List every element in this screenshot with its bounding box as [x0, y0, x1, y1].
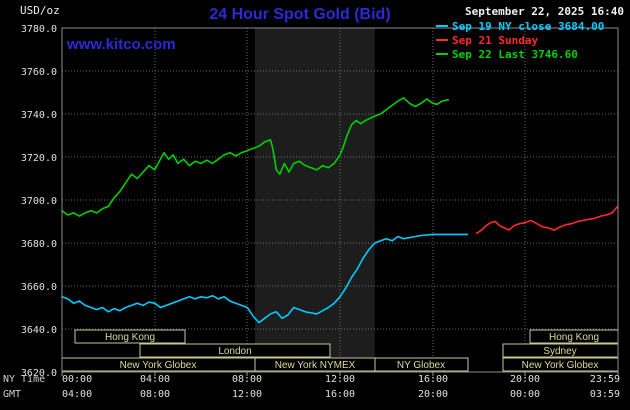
session-london: London: [139, 343, 331, 358]
series-sep19-line: [61, 233, 469, 324]
session-hong-kong-late: Hong Kong: [529, 329, 619, 344]
x-axis-ticks: [61, 372, 619, 376]
x-axis-label: 00:00: [62, 374, 92, 385]
x-axis-label: 20:00: [418, 389, 448, 400]
y-axis-label: 3700.0: [21, 196, 57, 207]
y-axis-label: 3620.0: [21, 368, 57, 379]
session-sydney: Sydney: [502, 343, 619, 358]
session-label: New York Globex: [522, 360, 599, 371]
y-axis-labels: 3780.0 3760.0 3740.0 3720.0 3700.0 3680.…: [21, 24, 57, 379]
session-label: New York NYMEX: [275, 360, 356, 371]
chart-title: 24 Hour Spot Gold (Bid): [209, 6, 390, 23]
series-sep22-line: [61, 97, 450, 217]
legend: Sep 19 NY close 3684.00 Sep 21 Sunday Se…: [436, 20, 604, 61]
gridlines: [62, 28, 618, 372]
x-axis-label: 04:00: [140, 374, 170, 385]
x-axis-label: 03:59: [590, 389, 620, 400]
units-label: USD/oz: [20, 4, 60, 17]
x-axis-label: 00:00: [510, 389, 540, 400]
session-label: New York Globex: [120, 360, 197, 371]
y-axis-label: 3740.0: [21, 110, 57, 121]
x-axis-gmt-labels: GMT 04:00 08:00 12:00 16:00 20:00 00:00 …: [3, 389, 620, 400]
datetime-label: September 22, 2025 16:40: [465, 5, 624, 18]
legend-label-sep19: Sep 19 NY close 3684.00: [452, 20, 604, 33]
x-axis-label: 04:00: [62, 389, 92, 400]
x-axis-label: 23:59: [590, 374, 620, 385]
session-label: Sydney: [543, 346, 576, 357]
session-ny-globex-early: New York Globex: [61, 357, 256, 372]
y-axis-label: 3780.0: [21, 24, 57, 35]
x-axis-label: 12:00: [232, 389, 262, 400]
x-axis-label: 20:00: [510, 374, 540, 385]
session-ny-nymex: New York NYMEX: [254, 357, 376, 372]
session-label: Hong Kong: [549, 332, 599, 343]
y-axis-label: 3660.0: [21, 282, 57, 293]
ny-time-row-label: NY Time: [3, 374, 45, 385]
session-ny-globex-late: New York Globex: [502, 357, 619, 372]
session-hong-kong-early: Hong Kong: [74, 329, 186, 344]
x-axis-ny-labels: NY Time 00:00 04:00 08:00 12:00 16:00 20…: [3, 374, 620, 385]
x-axis-label: 08:00: [140, 389, 170, 400]
session-bands: Hong Kong Hong Kong London Sydney New Yo…: [61, 329, 619, 372]
session-label: NY Globex: [397, 360, 445, 371]
x-axis-label: 16:00: [325, 389, 355, 400]
x-axis-label: 16:00: [418, 374, 448, 385]
session-label: Hong Kong: [105, 332, 155, 343]
x-axis-label: 12:00: [325, 374, 355, 385]
x-axis-label: 08:00: [232, 374, 262, 385]
kitco-watermark-link[interactable]: www.kitco.com: [66, 36, 176, 53]
y-axis-label: 3720.0: [21, 153, 57, 164]
y-axis-label: 3760.0: [21, 67, 57, 78]
session-label: London: [218, 346, 251, 357]
gmt-row-label: GMT: [3, 389, 21, 400]
y-axis-label: 3640.0: [21, 325, 57, 336]
y-axis-label: 3680.0: [21, 239, 57, 250]
series-sep21-line: [475, 205, 619, 235]
legend-label-sep21: Sep 21 Sunday: [452, 34, 538, 47]
session-ny-globex-mid: NY Globex: [374, 357, 469, 372]
legend-label-sep22: Sep 22 Last 3746.60: [452, 48, 578, 61]
